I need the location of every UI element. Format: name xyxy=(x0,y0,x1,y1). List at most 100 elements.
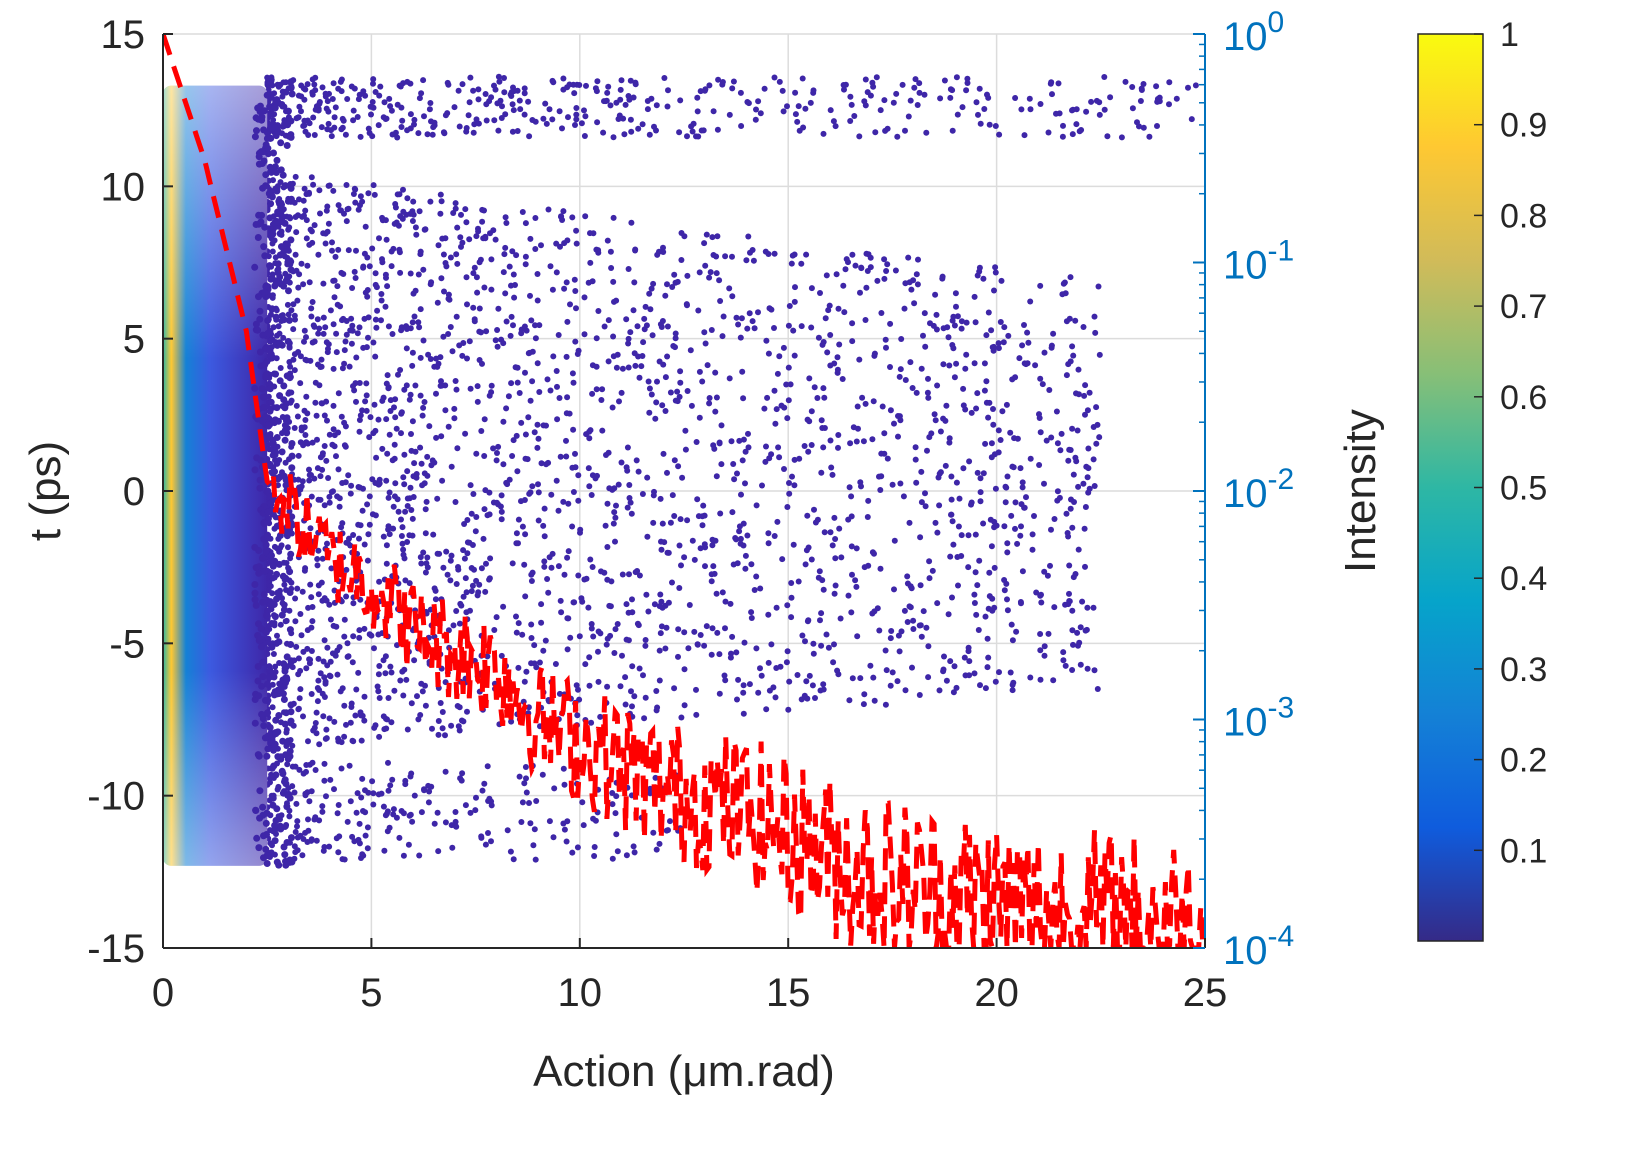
scatter-point xyxy=(529,569,536,576)
scatter-point xyxy=(470,129,477,136)
scatter-point xyxy=(463,125,470,131)
scatter-point xyxy=(792,111,799,118)
scatter-point xyxy=(617,86,624,93)
scatter-point xyxy=(464,708,470,715)
scatter-point xyxy=(455,723,462,730)
scatter-point xyxy=(356,380,363,386)
scatter-point xyxy=(406,532,413,539)
scatter-point xyxy=(849,320,856,327)
scatter-point xyxy=(936,687,943,694)
scatter-point xyxy=(1065,457,1072,464)
scatter-point xyxy=(1067,505,1074,512)
core-edge-point xyxy=(271,219,279,227)
scatter-point xyxy=(379,445,386,452)
scatter-point xyxy=(1027,674,1034,681)
scatter-point xyxy=(269,842,275,849)
scatter-point xyxy=(376,92,383,99)
core-edge-point xyxy=(256,476,264,484)
scatter-point xyxy=(400,208,407,215)
scatter-point xyxy=(302,207,309,214)
scatter-point xyxy=(736,523,743,530)
scatter-point xyxy=(457,600,464,607)
scatter-point xyxy=(1018,523,1024,530)
scatter-point xyxy=(356,840,363,847)
scatter-point xyxy=(501,251,508,258)
scatter-point xyxy=(588,492,595,498)
scatter-point xyxy=(343,721,349,728)
scatter-point xyxy=(694,641,701,648)
scatter-point xyxy=(291,351,298,358)
scatter-point xyxy=(355,484,362,490)
scatter-point xyxy=(477,256,484,263)
scatter-point xyxy=(1002,483,1009,490)
scatter-point xyxy=(558,609,565,616)
scatter-point xyxy=(936,502,943,509)
scatter-point xyxy=(294,818,301,825)
scatter-point xyxy=(594,472,600,479)
scatter-point xyxy=(759,482,765,489)
scatter-point xyxy=(748,561,755,568)
scatter-point xyxy=(582,113,589,120)
core-edge-point xyxy=(251,466,259,474)
scatter-point xyxy=(624,467,631,474)
scatter-point xyxy=(992,123,999,129)
scatter-point xyxy=(369,476,376,483)
scatter-point xyxy=(380,394,387,401)
scatter-point xyxy=(641,315,648,322)
scatter-point xyxy=(606,485,613,492)
scatter-point xyxy=(1054,497,1061,504)
core-edge-point xyxy=(269,794,277,802)
scatter-point xyxy=(322,230,329,237)
scatter-point xyxy=(1014,540,1021,547)
scatter-point xyxy=(636,374,643,381)
scatter-point xyxy=(297,353,304,360)
core-edge-point xyxy=(276,392,284,400)
scatter-point xyxy=(1009,637,1016,644)
scatter-point xyxy=(1054,440,1061,447)
core-edge-point xyxy=(284,107,292,115)
scatter-point xyxy=(274,632,280,639)
scatter-point xyxy=(293,402,300,409)
scatter-point xyxy=(548,491,555,498)
scatter-point xyxy=(954,111,961,118)
core-edge-point xyxy=(263,831,270,838)
scatter-point xyxy=(510,437,517,444)
scatter-point xyxy=(554,383,560,390)
scatter-point xyxy=(574,81,580,88)
scatter-point xyxy=(513,629,520,636)
scatter-point xyxy=(531,429,538,436)
scatter-point xyxy=(390,806,397,813)
scatter-point xyxy=(949,317,956,324)
scatter-point xyxy=(370,790,377,797)
scatter-point xyxy=(333,330,340,337)
scatter-point xyxy=(546,554,553,561)
scatter-point xyxy=(412,287,419,294)
scatter-point xyxy=(825,644,832,651)
core-edge-point xyxy=(273,156,281,164)
scatter-point xyxy=(434,363,441,370)
scatter-point xyxy=(284,301,291,308)
scatter-point xyxy=(1001,523,1008,530)
scatter-point xyxy=(438,275,445,282)
scatter-point xyxy=(865,497,872,504)
scatter-point xyxy=(509,453,516,459)
scatter-point xyxy=(517,106,524,113)
scatter-point xyxy=(381,99,388,106)
scatter-point xyxy=(869,610,876,617)
scatter-point xyxy=(330,365,337,372)
scatter-point xyxy=(582,661,589,668)
scatter-point xyxy=(414,693,420,700)
core-edge-point xyxy=(252,320,260,328)
scatter-point xyxy=(292,251,299,258)
scatter-point xyxy=(404,539,411,545)
scatter-point xyxy=(335,390,342,397)
scatter-point xyxy=(871,350,878,357)
scatter-point xyxy=(670,343,677,349)
scatter-point xyxy=(570,379,577,386)
scatter-point xyxy=(1060,649,1067,656)
scatter-point xyxy=(363,392,370,399)
scatter-point xyxy=(560,75,567,82)
scatter-point xyxy=(808,285,815,292)
scatter-point xyxy=(352,199,359,206)
scatter-point xyxy=(786,303,793,309)
